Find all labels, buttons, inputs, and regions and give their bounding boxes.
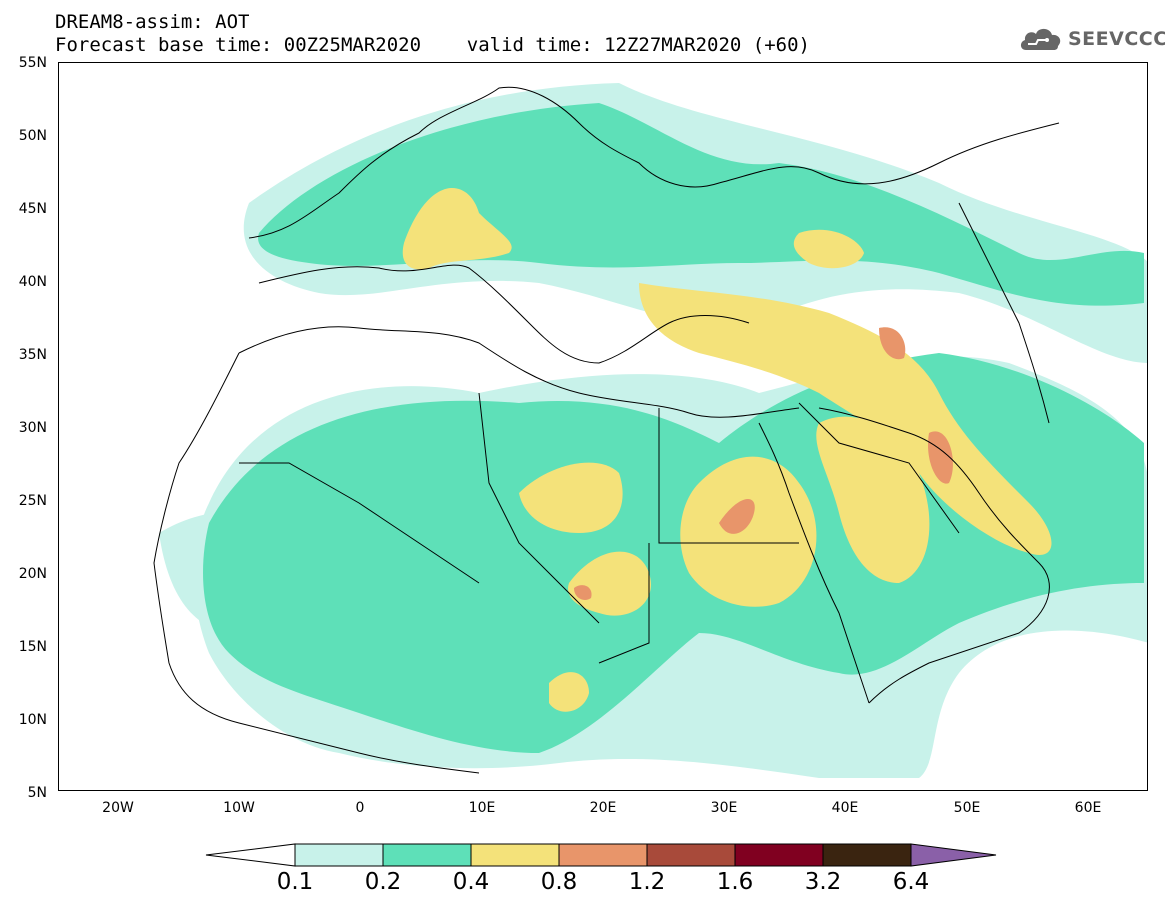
colorbar-tick-1-2: 1.2 [628,869,666,895]
lat-label-5n: 5N [27,785,47,801]
colorbar-tick-0-8: 0.8 [540,869,578,895]
aot-region-orange-iraq [879,327,906,360]
map-subtitle: Forecast base time: 00Z25MAR2020 valid t… [55,34,810,56]
border-sudan [598,543,650,664]
colorbar-tick-6-4: 6.4 [892,869,930,895]
border-sahara-1 [239,462,480,584]
colorbar-tick-0-2: 0.2 [364,869,402,895]
lat-label-20n: 20N [18,566,47,582]
border-egypt [658,408,799,544]
colorbar-bin-4 [558,843,648,867]
lon-label-0: 0 [355,800,365,816]
aot-contour-layer [159,83,1147,778]
colorbar-tick-3-2: 3.2 [804,869,842,895]
lon-label-20w: 20W [102,800,134,816]
border-iran [958,202,1050,424]
aot-region-yellow-libya [568,551,651,616]
aot-region-orange-egypt [719,499,755,534]
lon-label-10w: 10W [223,800,255,816]
map-title: DREAM8-assim: AOT [55,11,250,33]
lat-label-10n: 10N [18,712,47,728]
coastline-red-sea [758,422,870,704]
aot-map [58,62,1148,791]
aot-map-canvas [153,83,1147,778]
border-arabia [798,402,960,534]
aot-region-yellow-alps [402,188,512,270]
cloud-icon [1020,28,1061,50]
colorbar-tick-0-1: 0.1 [276,869,314,895]
lon-label-10e: 10E [468,800,496,816]
aot-region-orange-libya [574,585,592,600]
lat-label-45n: 45N [18,201,47,217]
country-borders-layer [153,86,1060,774]
coastline-north-africa [238,326,800,418]
logo-text: SEEVCCC [1068,28,1165,50]
colorbar-below [205,843,296,867]
lon-label-20e: 20E [589,800,617,816]
lat-label-55n: 55N [18,55,47,71]
colorbar-bin-1 [294,843,384,867]
seevccc-logo: SEEVCCC [1018,24,1165,54]
border-sahara-2 [478,392,600,624]
lat-label-35n: 35N [18,347,47,363]
lon-label-50e: 50E [953,800,981,816]
lat-label-30n: 30N [18,420,47,436]
lon-label-30e: 30E [710,800,738,816]
colorbar [205,843,997,867]
aot-region-yellow-sahara [519,462,623,533]
colorbar-bin-6 [734,843,824,867]
colorbar-bin-5 [646,843,736,867]
colorbar-bin-7 [822,843,912,867]
coastline-arabia [818,407,1050,704]
lon-label-60e: 60E [1074,800,1102,816]
colorbar-tick-0-4: 0.4 [452,869,490,895]
aot-region-yellow-turkey [793,229,864,269]
colorbar-bin-2 [382,843,472,867]
coastline-med-north [258,264,750,364]
lat-label-25n: 25N [18,493,47,509]
lon-label-40e: 40E [831,800,859,816]
lat-label-40n: 40N [18,274,47,290]
colorbar-above [910,843,997,867]
aot-region-yellow-chad [549,672,589,712]
lat-label-50n: 50N [18,128,47,144]
aot-region-orange-gulf [928,431,953,484]
colorbar-bin-3 [470,843,560,867]
aot-region-yellow-egypt [680,456,817,607]
aot-region-yellow-mideast [639,283,1052,555]
aot-region-yellow-arabia [816,416,930,583]
colorbar-tick-1-6: 1.6 [716,869,754,895]
coastline-west-africa [153,352,480,774]
lat-label-15n: 15N [18,639,47,655]
coastline-europe [248,86,1060,239]
